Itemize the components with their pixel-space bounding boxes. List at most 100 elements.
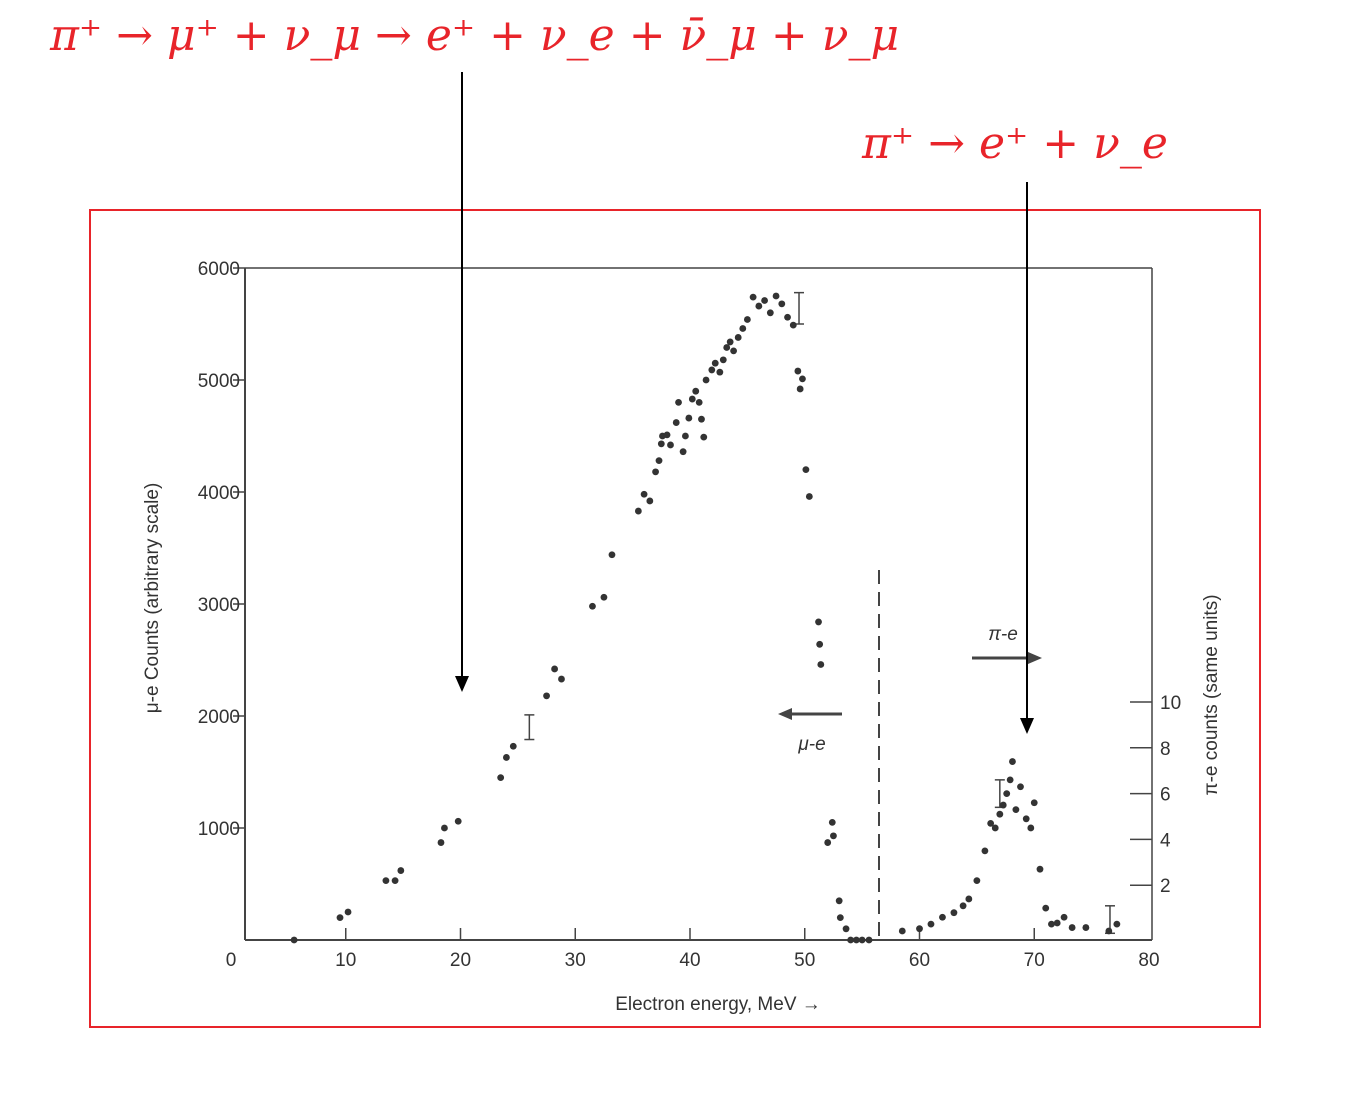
x-axis-ticks: 0 10 20 30 40 50 60 70 80 xyxy=(226,928,1160,971)
mu-e-data-point xyxy=(640,490,648,498)
mu-e-data-point xyxy=(679,448,687,456)
mu-e-data-point xyxy=(454,817,462,825)
pi-e-data-point xyxy=(1048,920,1055,928)
mu-e-data-point xyxy=(794,367,802,375)
data-points xyxy=(290,292,1121,944)
mu-e-data-point xyxy=(835,897,843,905)
pi-e-data-point xyxy=(1012,806,1020,814)
mu-e-data-point xyxy=(743,316,751,323)
mu-e-data-point xyxy=(702,376,710,384)
mu-e-data-point xyxy=(672,419,680,426)
mu-e-data-point xyxy=(828,819,836,826)
mu-e-label: μ-e xyxy=(797,734,825,755)
y-right-tick-label: 8 xyxy=(1160,739,1171,760)
pi-e-direct-decay-equation: π⁺ → e⁺ + ν_e xyxy=(862,118,1168,169)
mu-e-data-point xyxy=(503,754,510,761)
pi-e-data-point xyxy=(916,925,923,933)
pi-e-data-point xyxy=(1006,776,1014,784)
x-tick-label: 20 xyxy=(450,950,471,971)
mu-e-data-point xyxy=(695,399,703,406)
mu-e-data-point xyxy=(716,368,724,376)
mu-e-data-point xyxy=(344,908,352,916)
pi-e-data-point xyxy=(1053,919,1061,927)
mu-e-data-point xyxy=(815,618,822,626)
pi-e-data-point xyxy=(1105,927,1113,935)
y-axis-left-label: μ-e Counts (arbitrary scale) xyxy=(142,483,163,714)
pi-e-data-point xyxy=(999,801,1007,809)
mu-e-data-point xyxy=(646,497,654,505)
mu-e-data-point xyxy=(858,936,866,944)
y-axis-right-ticks: 2 4 6 8 10 xyxy=(1130,693,1181,897)
mu-e-data-point xyxy=(730,347,738,355)
mu-e-data-point xyxy=(784,313,791,321)
mu-e-data-point xyxy=(551,665,558,673)
mu-e-data-point xyxy=(847,936,855,944)
pi-e-data-point xyxy=(1068,924,1076,931)
pi-e-data-point xyxy=(939,913,946,921)
pi-e-data-point xyxy=(1060,913,1068,921)
pi-e-data-point xyxy=(927,920,935,928)
mu-e-data-point xyxy=(688,395,696,403)
y-axis-right-label: π-e counts (same units) xyxy=(1201,594,1222,795)
mu-e-data-point xyxy=(700,433,708,441)
mu-e-data-point xyxy=(685,414,693,422)
decay-chain-arrow xyxy=(455,72,469,692)
mu-e-data-point xyxy=(682,432,689,440)
mu-e-data-point xyxy=(734,334,742,341)
mu-e-data-point xyxy=(336,914,344,921)
y-right-tick-label: 10 xyxy=(1160,693,1181,714)
y-left-tick-label: 3000 xyxy=(198,595,240,616)
x-tick-label: 60 xyxy=(909,950,930,971)
mu-e-data-point xyxy=(663,431,671,439)
mu-e-data-point xyxy=(749,293,757,301)
mu-e-data-point xyxy=(824,839,832,846)
pi-e-data-point xyxy=(1003,790,1011,797)
pi-e-data-point xyxy=(981,847,989,855)
mu-e-data-point xyxy=(657,440,665,448)
mu-e-data-point xyxy=(817,661,825,668)
y-axis-left-ticks: 1000 2000 3000 4000 5000 6000 xyxy=(198,259,245,840)
mu-e-data-point xyxy=(719,356,727,364)
pi-e-data-point xyxy=(1042,904,1050,912)
x-axis-label: Electron energy, MeV → xyxy=(615,994,821,1015)
y-left-tick-label: 5000 xyxy=(198,371,240,392)
pi-e-data-point xyxy=(959,902,967,910)
mu-e-data-point xyxy=(397,867,405,874)
y-left-tick-label: 4000 xyxy=(198,483,240,504)
mu-e-data-point xyxy=(789,321,797,329)
mu-e-data-point xyxy=(755,302,763,310)
pi-e-label: π-e xyxy=(988,624,1018,645)
pi-e-data-point xyxy=(1082,924,1090,931)
y-left-tick-label: 1000 xyxy=(198,819,240,840)
mu-e-data-point xyxy=(652,468,659,476)
mu-e-data-point xyxy=(634,507,642,515)
pi-e-data-point xyxy=(965,895,973,903)
pi-e-data-point xyxy=(1022,815,1030,823)
y-left-tick-label: 2000 xyxy=(198,707,240,728)
y-right-tick-label: 4 xyxy=(1160,830,1171,851)
pi-mu-decay-chain-equation: π⁺ → μ⁺ + ν_μ → e⁺ + ν_e + ν̄_μ + ν_μ xyxy=(50,10,900,61)
x-tick-label: 10 xyxy=(335,950,356,971)
mu-e-data-point xyxy=(600,593,608,601)
mu-e-data-point xyxy=(852,936,860,944)
pi-e-data-point xyxy=(996,810,1004,818)
error-bar xyxy=(794,291,805,325)
y-right-tick-label: 6 xyxy=(1160,785,1171,806)
pi-e-data-point xyxy=(950,909,958,917)
plot-box xyxy=(244,267,1153,941)
mu-e-data-point xyxy=(830,832,837,840)
mu-e-data-point xyxy=(675,399,682,406)
direct-decay-arrow xyxy=(1020,182,1034,734)
mu-e-data-point xyxy=(655,457,663,465)
mu-e-data-point xyxy=(766,309,774,317)
pi-e-region-label: π-e xyxy=(972,624,1042,664)
mu-e-data-point xyxy=(543,692,550,700)
mu-e-data-point xyxy=(290,936,298,944)
mu-e-data-point xyxy=(497,774,505,781)
mu-e-data-point xyxy=(842,925,850,933)
mu-e-data-point xyxy=(739,325,747,332)
mu-e-data-point xyxy=(441,824,448,832)
x-tick-label: 0 xyxy=(226,950,237,971)
mu-e-data-point xyxy=(692,387,700,395)
